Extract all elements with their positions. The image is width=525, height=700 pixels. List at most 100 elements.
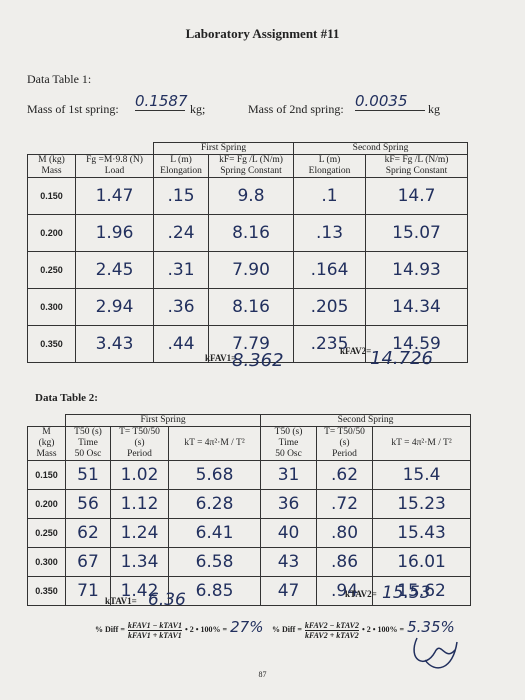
header-line: Elongation (308, 166, 351, 176)
fraction: kFAV2 − kTAV2 kFAV2 + kTAV2 (304, 621, 359, 640)
fraction: kFAV1 − kTAV1 kFAV1 + kTAV1 (127, 620, 182, 640)
value-cell: 2.94 (75, 288, 154, 326)
value-cell: 36 (260, 489, 318, 519)
mass-label: Mass of 1st spring: (27, 102, 119, 116)
value-cell: 15.07 (365, 214, 469, 252)
header-line: L (m) (170, 155, 192, 165)
avg-value: 8.362 (232, 350, 284, 371)
percent-diff: % Diff = kFAV1 − kTAV1 kFAV1 + kTAV1 • 2 • … (95, 618, 263, 640)
data-row: 0.350 71 1.42 6.85 47.94 15.62 (27, 576, 472, 606)
mass-cell: 0.300 (27, 547, 66, 577)
value-cell: 56 (65, 489, 111, 519)
header-line: kF= Fg /L (N/m) (384, 155, 449, 165)
value-cell: 47 (260, 576, 318, 606)
avg-label: kFAV1= (205, 353, 237, 363)
table-label: Data Table 1: (27, 72, 92, 86)
mass-value: 0.0035 (355, 92, 425, 111)
avg-label: kTAV2= (345, 589, 377, 599)
header-line: kT = 4π²·M / T² (391, 438, 452, 448)
value-cell: .72 (316, 489, 374, 519)
mass-unit: kg (428, 102, 440, 116)
value-cell: 1.47 (75, 177, 154, 215)
value-cell: 43 (260, 547, 318, 577)
value-cell: 14.34 (365, 288, 469, 326)
value-cell: 1.42 (110, 576, 169, 606)
header-line: T50 (s) (74, 427, 102, 437)
data-table: First Spring Second Spring M (kg) Mass Fg =M… (27, 142, 469, 363)
value-cell: .62 (316, 460, 374, 490)
column-header: M (kg) Mass (27, 154, 76, 178)
header-line: Mass (41, 166, 62, 176)
value-cell: 6.58 (167, 547, 262, 577)
header-line: M (kg) (38, 155, 65, 165)
value-cell: .80 (316, 518, 374, 548)
signature (413, 637, 458, 669)
column-header: L (m) Elongation (153, 154, 209, 178)
numerator: kFAV1 − kTAV1 (127, 620, 182, 631)
value-cell: .235 (293, 325, 367, 363)
diff-value: 27% (230, 618, 264, 636)
header-line: Mass (36, 449, 57, 459)
mass-label: Mass of 2nd spring: (248, 102, 344, 116)
diff-label: % Diff = (95, 625, 125, 634)
header-line: T= T50/50 (119, 427, 160, 437)
mass-unit: kg; (190, 102, 206, 116)
header-line: (kg) (38, 438, 55, 448)
data-row: 0.150 1.47.15 9.8.1 14.7 (27, 177, 469, 215)
value-cell: .1 (293, 177, 367, 215)
column-header: kT = 4π²·M / T² (372, 426, 472, 461)
percent-diff: % Diff = kFAV2 − kTAV2 kFAV2 + kTAV2 • 2 • … (272, 618, 455, 640)
value-cell: 14.7 (365, 177, 469, 215)
value-cell: 7.79 (207, 325, 295, 363)
value-cell: 16.01 (372, 547, 472, 577)
table-label: Data Table 2: (35, 392, 98, 404)
column-header: Fg =M·9.8 (N) Load (75, 154, 154, 178)
value-cell: 6.41 (167, 518, 262, 548)
data-row: 0.250 2.45.31 7.90.164 14.93 (27, 251, 469, 289)
data-row: 0.150 51 1.02 5.68 31.62 15.4 (27, 460, 472, 490)
value-cell: 62 (65, 518, 111, 548)
header-line: Period (332, 449, 357, 459)
column-header: T50 (s) Time 50 Osc (260, 426, 318, 461)
header-line: (s) (339, 438, 350, 448)
value-cell: 1.02 (110, 460, 169, 490)
denominator: kFAV2 + kTAV2 (305, 630, 359, 640)
value-cell: 31 (260, 460, 318, 490)
header-line: Time (78, 438, 98, 448)
column-header: T= T50/50 (s) Period (110, 426, 169, 461)
mass-cell: 0.300 (27, 288, 76, 326)
value-cell: 8.16 (207, 288, 295, 326)
data-table: First Spring Second Spring M (kg) Mass T50 (s… (27, 414, 472, 606)
header-line: Elongation (160, 166, 202, 176)
group-header: Second Spring (260, 414, 472, 427)
data-row: 0.250 62 1.24 6.41 40.80 15.43 (27, 518, 472, 548)
mass-cell: 0.250 (27, 251, 76, 289)
diff-suffix: • 2 • 100% = (184, 625, 228, 634)
header-line: T50 (s) (274, 427, 303, 437)
diff-value: 5.35% (407, 618, 455, 636)
header-line: (s) (134, 438, 145, 448)
value-cell: 1.34 (110, 547, 169, 577)
header-row: First Spring Second Spring (27, 142, 469, 155)
value-cell: 3.43 (75, 325, 154, 363)
header-line: Time (278, 438, 299, 448)
avg-value: 14.726 (370, 348, 433, 369)
value-cell: 1.24 (110, 518, 169, 548)
value-cell: 9.8 (207, 177, 295, 215)
mass-cell: 0.200 (27, 489, 66, 519)
value-cell: 67 (65, 547, 111, 577)
header-row: M (kg) Mass Fg =M·9.8 (N) Load L (m) Elongati… (27, 154, 469, 178)
mass-cell: 0.200 (27, 214, 76, 252)
value-cell: 15.43 (372, 518, 472, 548)
data-row: 0.200 1.96.24 8.16.13 15.07 (27, 214, 469, 252)
value-cell: 71 (65, 576, 111, 606)
data-row: 0.300 67 1.34 6.58 43.86 16.01 (27, 547, 472, 577)
column-header: kT = 4π²·M / T² (167, 426, 262, 461)
mass-value: 0.1587 (135, 92, 188, 111)
header-line: Spring Constant (220, 166, 282, 176)
header-line: Period (127, 449, 152, 459)
value-cell: 2.45 (75, 251, 154, 289)
value-cell: 51 (65, 460, 111, 490)
header-line: Load (104, 166, 125, 176)
